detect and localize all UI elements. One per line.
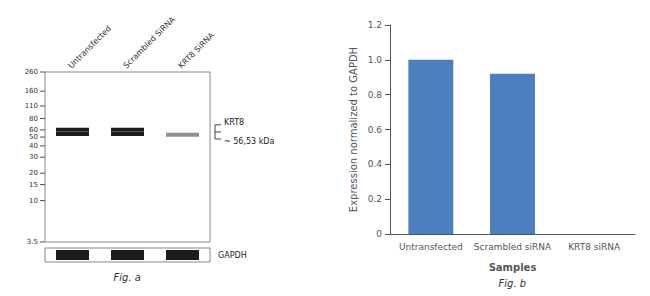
svg-text:Expression normalized to GAPDH: Expression normalized to GAPDH	[348, 47, 359, 212]
svg-text:Untransfected: Untransfected	[66, 24, 112, 70]
svg-text:KRT8 siRNA: KRT8 siRNA	[568, 242, 621, 252]
svg-text:~ 56,53 kDa: ~ 56,53 kDa	[224, 137, 274, 146]
svg-text:Scrambled siRNA: Scrambled siRNA	[474, 242, 552, 252]
svg-text:0.4: 0.4	[368, 159, 383, 169]
svg-text:80: 80	[29, 115, 38, 123]
svg-text:1.0: 1.0	[368, 55, 383, 65]
svg-text:40: 40	[29, 142, 38, 150]
svg-text:160: 160	[25, 87, 38, 95]
svg-text:60: 60	[29, 125, 38, 134]
svg-text:KRT8 SiRNA: KRT8 SiRNA	[176, 30, 216, 70]
svg-text:GAPDH: GAPDH	[218, 251, 247, 260]
svg-text:1.2: 1.2	[368, 20, 382, 30]
svg-text:Untransfected: Untransfected	[399, 242, 463, 252]
svg-text:0.2: 0.2	[368, 194, 382, 204]
svg-text:0.8: 0.8	[368, 90, 383, 100]
svg-text:0: 0	[376, 229, 382, 239]
svg-text:0.6: 0.6	[368, 125, 383, 135]
svg-text:10: 10	[29, 197, 38, 205]
svg-text:50: 50	[29, 133, 38, 141]
svg-text:30: 30	[29, 153, 38, 161]
svg-text:110: 110	[25, 102, 38, 110]
svg-text:Scrambled SiRNA: Scrambled SiRNA	[121, 14, 177, 70]
svg-text:260: 260	[25, 68, 38, 76]
svg-text:20: 20	[29, 169, 38, 177]
svg-text:Samples: Samples	[489, 262, 537, 273]
svg-text:15: 15	[29, 181, 38, 189]
svg-text:Fig. a: Fig. a	[114, 272, 141, 283]
svg-text:Fig. b: Fig. b	[499, 278, 527, 289]
svg-text:KRT8: KRT8	[224, 118, 244, 127]
svg-text:3.5: 3.5	[27, 238, 38, 246]
